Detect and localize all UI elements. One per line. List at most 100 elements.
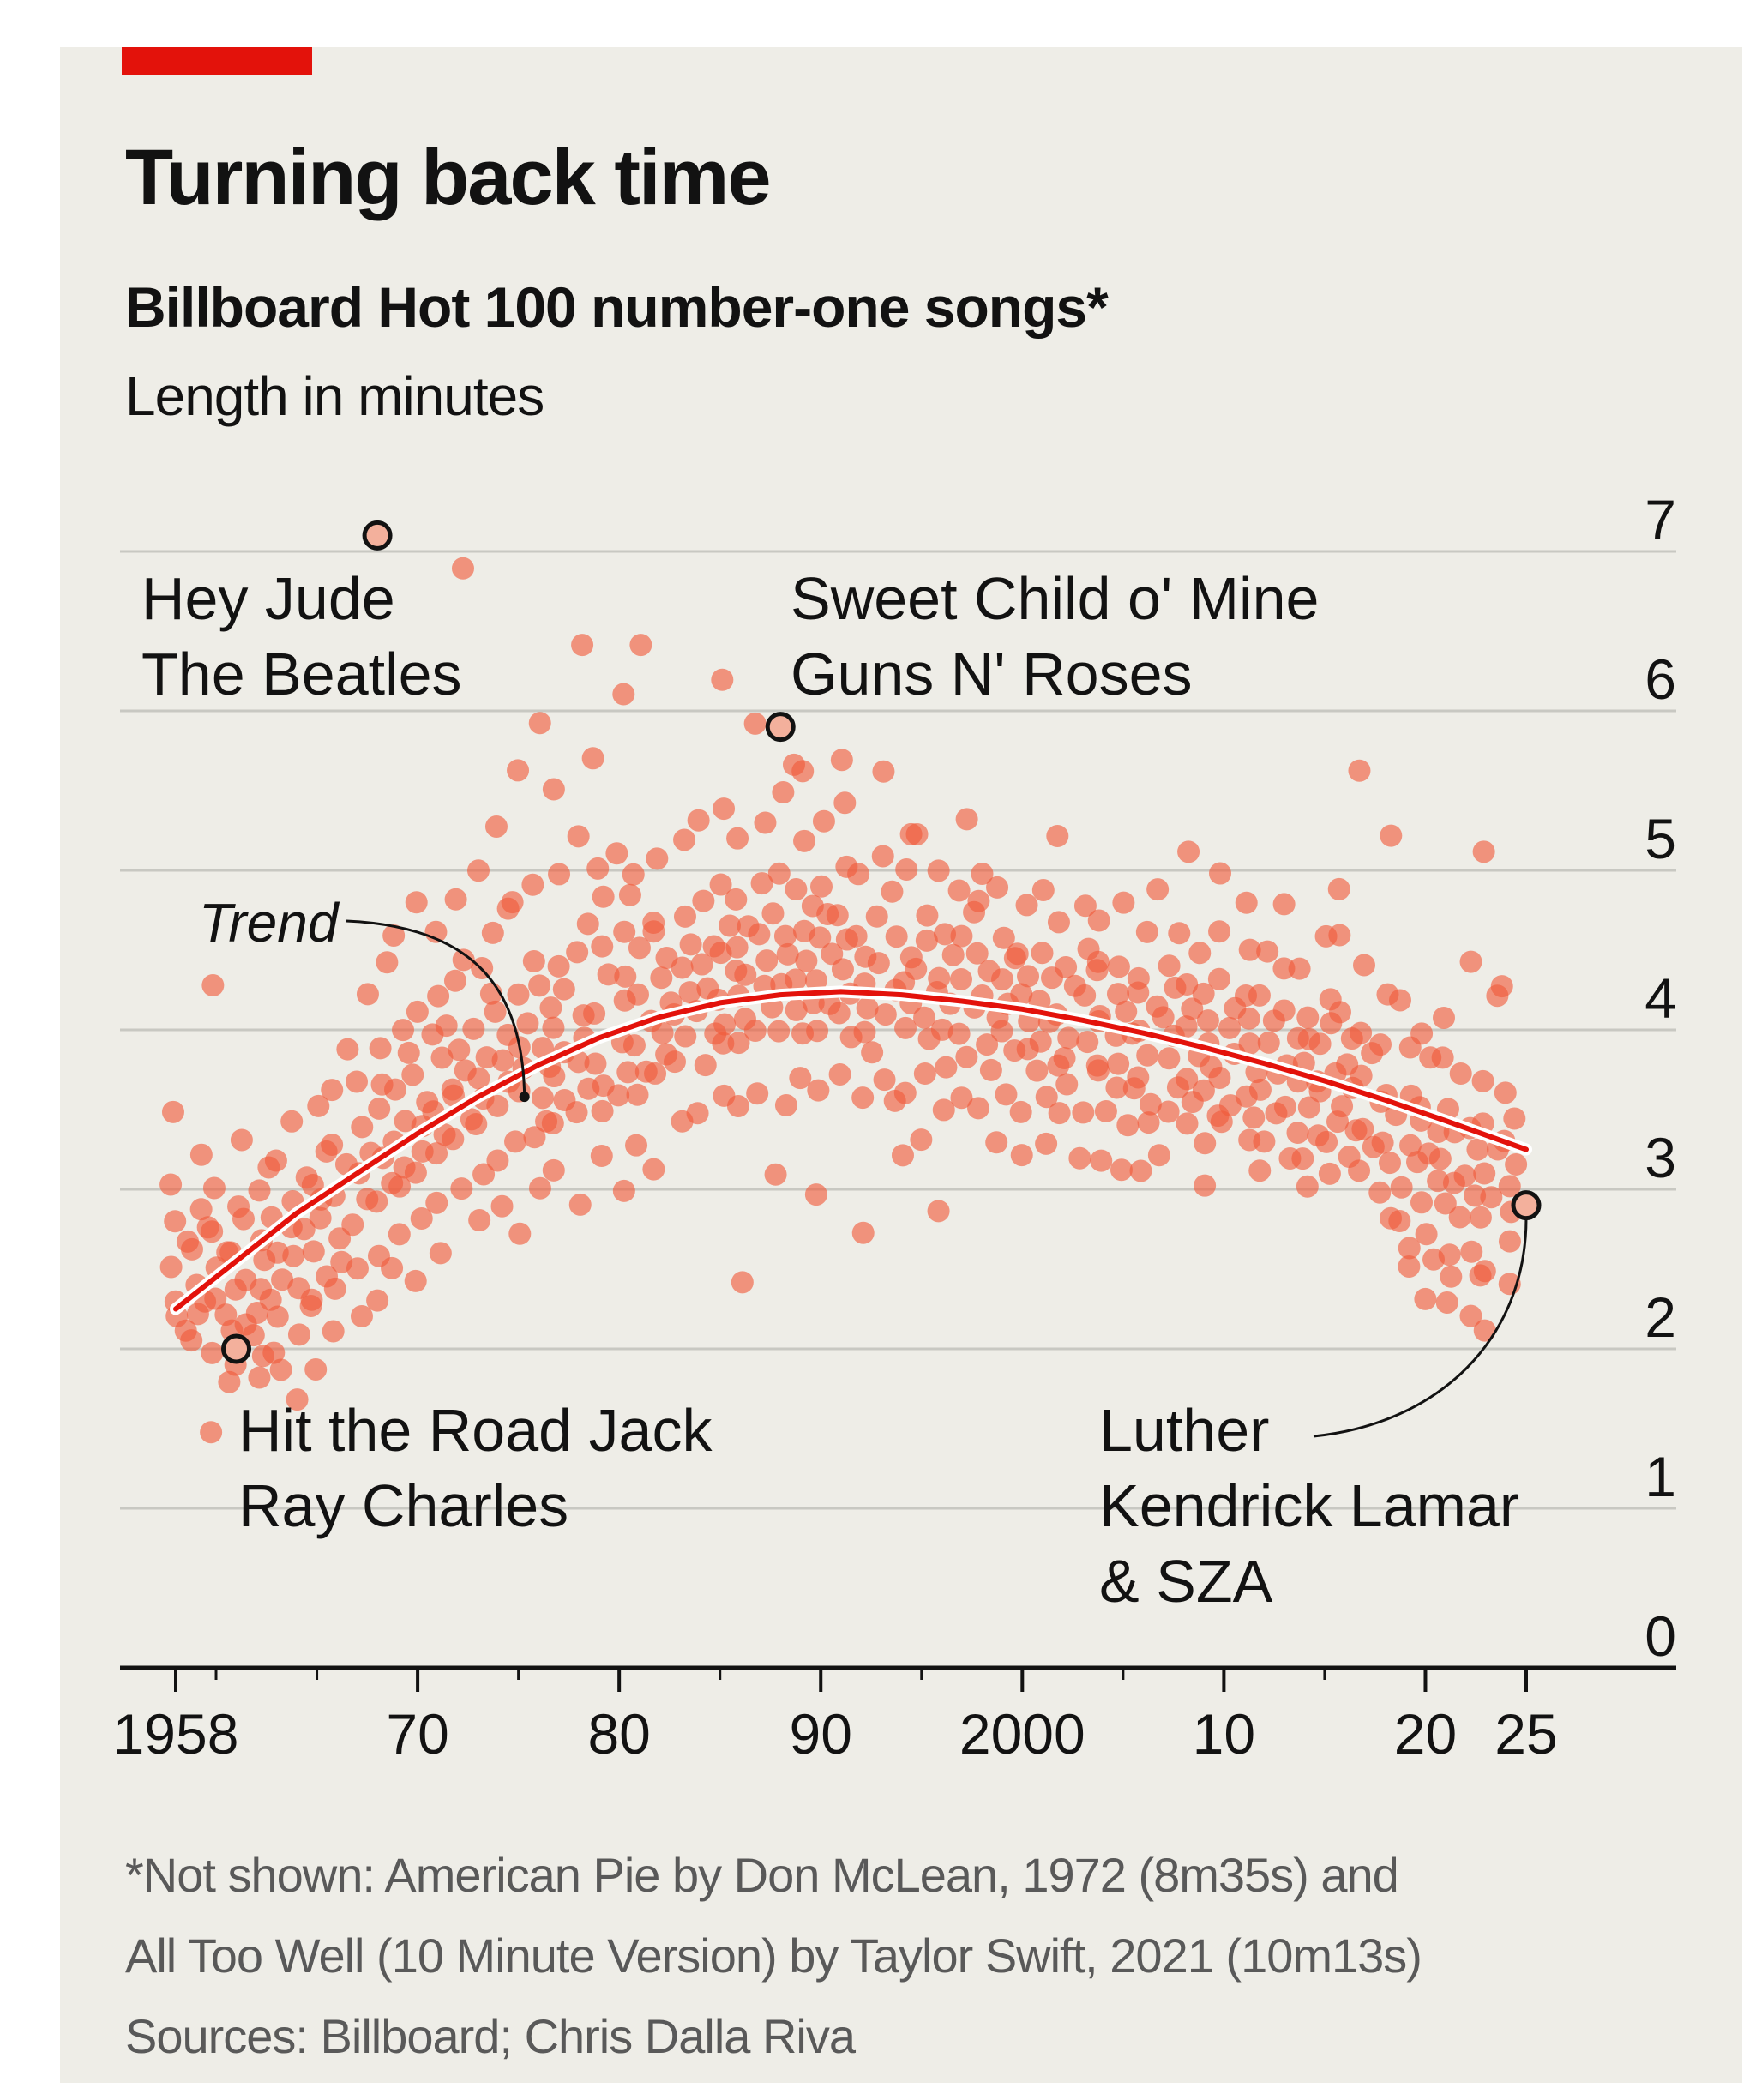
song-dot [671,956,694,979]
y-tick-labels: 0 1 2 3 4 5 6 7 [1645,488,1676,1668]
song-dot [394,1110,417,1133]
song-dot [259,1288,282,1311]
song-dot [791,760,815,783]
song-dot [1286,1122,1309,1145]
song-dot [874,1003,897,1026]
song-dot [1094,1099,1117,1122]
song-dot [1135,920,1158,943]
song-dot [1410,1191,1434,1214]
song-dot [1116,1114,1140,1137]
song-dot [1087,909,1110,932]
song-dot [1073,984,1097,1007]
song-dot [323,1277,346,1300]
song-dot [1459,950,1482,973]
song-dot [1272,893,1296,916]
song-dot [1328,924,1351,947]
song-dot [830,749,853,772]
song-dot [336,1038,359,1061]
song-dot [646,847,669,870]
song-dot [567,1050,590,1074]
song-dot [543,1065,566,1088]
song-dot [405,891,428,914]
song-dot [750,872,773,895]
song-dot [1208,920,1231,943]
song-dot [1076,1031,1099,1054]
x-axis: 1958 70 80 90 2000 10 20 25 [113,1665,1676,1766]
song-dot [626,983,649,1006]
song-dot [484,1000,507,1023]
song-dot [321,1134,344,1157]
song-dot [448,1038,471,1062]
footnote-line-2: All Too Well (10 Minute Version) by Tayl… [125,1929,1422,1983]
song-dot [809,875,833,898]
song-dot [1035,1086,1058,1109]
song-dot [1272,957,1296,980]
hit-the-road-jack-artist: Ray Charles [238,1472,568,1539]
song-dot [845,924,868,948]
song-dot [1505,1152,1528,1176]
song-dot [1297,1096,1320,1119]
song-dot [622,863,645,886]
song-dot [232,1207,255,1231]
song-dot [201,1341,224,1364]
song-dot [746,1082,769,1105]
song-dot [467,1067,490,1090]
song-dot [180,1237,203,1261]
song-dot [356,983,379,1006]
y-tick-label-0: 0 [1645,1604,1676,1668]
song-dot [625,1134,648,1157]
y-tick-label-7: 7 [1645,488,1676,551]
song-dot [807,1079,830,1102]
song-dot [1435,1291,1458,1314]
song-dot [366,1289,389,1312]
song-dot [321,1079,344,1102]
song-dot [743,712,767,735]
song-dot [397,1041,420,1064]
song-dot [894,1016,917,1039]
song-dot [928,966,951,990]
song-dot [955,808,978,831]
luther-artist-2: & SZA [1099,1548,1273,1615]
song-dot [1106,983,1129,1006]
song-dot [711,668,734,691]
song-dot [971,863,994,886]
song-dot [307,1094,330,1117]
song-dot [1498,1230,1521,1253]
song-dot [425,1191,448,1214]
song-dot [1192,982,1215,1005]
song-dot [1318,1162,1341,1185]
song-dot [827,1002,851,1025]
song-dot [427,984,450,1008]
song-dot [292,1218,316,1241]
song-dot [504,1130,527,1153]
song-dot [1235,891,1258,914]
song-dot [712,1032,735,1055]
song-dot [726,1095,749,1118]
song-dot [1209,862,1232,885]
song-dot [189,1198,213,1221]
song-dot [905,822,929,845]
sweet-child-title: Sweet Child o' Mine [791,565,1319,632]
song-dot [1238,938,1261,961]
song-dot [1047,911,1070,934]
song-dot [1085,1054,1109,1077]
song-dot [1194,1174,1217,1197]
song-dot [376,951,399,974]
song-dot [1010,1144,1033,1167]
song-dot [1196,1009,1219,1032]
song-dot [995,1083,1018,1106]
song-dot [622,1034,646,1057]
song-dot [388,1223,411,1246]
song-dot [490,1194,514,1218]
song-dot [435,1014,458,1038]
song-dot [523,1126,546,1149]
song-dot [1410,1022,1434,1045]
x-tick-label-2020: 20 [1394,1702,1457,1766]
trend-leader [346,919,526,1098]
song-dot [1175,1015,1198,1038]
song-dot [930,1018,953,1041]
song-dot [341,1213,364,1237]
song-dot [1146,878,1170,901]
song-dot [833,791,857,815]
song-dot [1031,878,1055,901]
